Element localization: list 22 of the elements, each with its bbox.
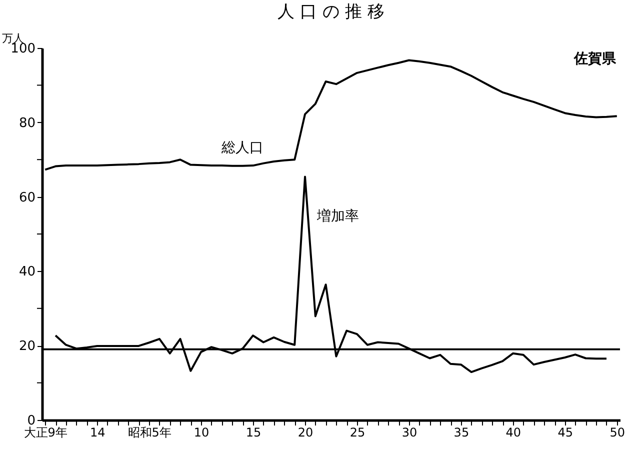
x-tick-label: 14 (90, 426, 106, 440)
x-tick-label: 45 (558, 426, 574, 440)
x-tick-label: 大正9年 (24, 426, 68, 440)
x-tick-label: 昭和5年 (128, 426, 172, 440)
series-label: 総人口 (220, 140, 264, 156)
y-tick-label: 60 (18, 190, 36, 206)
x-tick-label: 40 (506, 426, 522, 440)
x-tick-label: 20 (298, 426, 314, 440)
y-tick-label: 40 (18, 264, 36, 280)
y-tick-label: 80 (18, 116, 36, 131)
x-tick-label: 30 (402, 426, 418, 440)
annotation: 佐賀県 (573, 51, 617, 67)
chart-title: 人 口 の 推 移 (278, 2, 384, 22)
y-tick-label: 100 (10, 42, 36, 56)
x-tick-label: 50 (610, 426, 626, 440)
series-label: 増加率 (316, 208, 360, 225)
y-tick-label: 0 (27, 414, 36, 428)
x-tick-label: 35 (454, 426, 470, 440)
y-tick-label: 20 (18, 339, 36, 354)
x-tick-label: 25 (350, 426, 366, 440)
x-tick-label: 10 (194, 426, 210, 440)
x-tick-label: 15 (246, 426, 262, 440)
